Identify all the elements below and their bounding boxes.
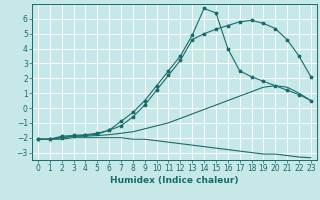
X-axis label: Humidex (Indice chaleur): Humidex (Indice chaleur) (110, 176, 239, 185)
